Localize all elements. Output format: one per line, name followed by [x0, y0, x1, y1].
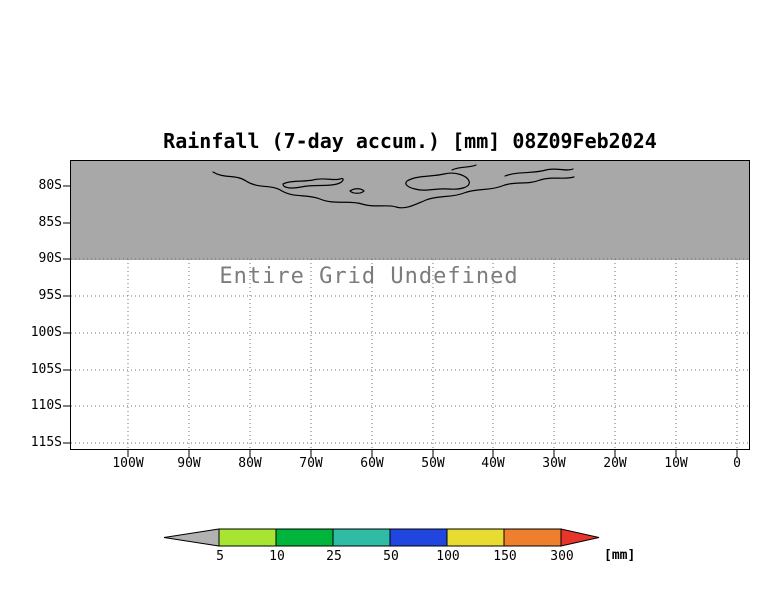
- y-tick-label: 95S: [38, 288, 62, 303]
- undefined-grid-annotation: Entire Grid Undefined: [219, 264, 519, 289]
- colorbar-segment: [389, 528, 448, 547]
- colorbar-segment: [218, 528, 277, 547]
- x-tick-label: 80W: [238, 456, 262, 471]
- colorbar-tick-label: 5: [216, 549, 224, 564]
- x-tick-label: 30W: [542, 456, 566, 471]
- colorbar-segment: [275, 528, 334, 547]
- colorbar-tick-label: 150: [493, 549, 517, 564]
- y-tick-label: 80S: [38, 178, 62, 193]
- x-tick-label: 0: [733, 456, 741, 471]
- y-tick-label: 115S: [30, 435, 62, 450]
- x-tick-label: 50W: [421, 456, 445, 471]
- colorbar-segment: [332, 528, 391, 547]
- colorbar-tick-label: 300: [550, 549, 574, 564]
- y-tick-label: 90S: [38, 251, 62, 266]
- x-tick-label: 40W: [481, 456, 505, 471]
- colorbar-tick-label: 10: [269, 549, 285, 564]
- y-tick-label: 85S: [38, 215, 62, 230]
- x-tick-label: 100W: [112, 456, 144, 471]
- x-tick-label: 10W: [664, 456, 688, 471]
- x-tick-label: 90W: [177, 456, 201, 471]
- colorbar-unit-label: [mm]: [604, 548, 636, 563]
- colorbar-tick-label: 50: [383, 549, 399, 564]
- plot-area: Entire Grid Undefined: [70, 160, 750, 450]
- x-tick-label: 70W: [299, 456, 323, 471]
- colorbar-tick-label: 25: [326, 549, 342, 564]
- colorbar-segment: [503, 528, 562, 547]
- y-tick-label: 110S: [30, 398, 62, 413]
- colorbar-below-arrow: [163, 528, 220, 547]
- x-tick-label: 20W: [603, 456, 627, 471]
- undefined-shaded-region: [71, 161, 749, 260]
- colorbar-segment: [446, 528, 505, 547]
- colorbar: [163, 528, 600, 547]
- y-tick-label: 105S: [30, 362, 62, 377]
- chart-title: Rainfall (7-day accum.) [mm] 08Z09Feb202…: [163, 129, 657, 153]
- y-tick-label: 100S: [30, 325, 62, 340]
- colorbar-tick-label: 100: [436, 549, 460, 564]
- x-tick-label: 60W: [360, 456, 384, 471]
- colorbar-above-arrow: [560, 528, 600, 547]
